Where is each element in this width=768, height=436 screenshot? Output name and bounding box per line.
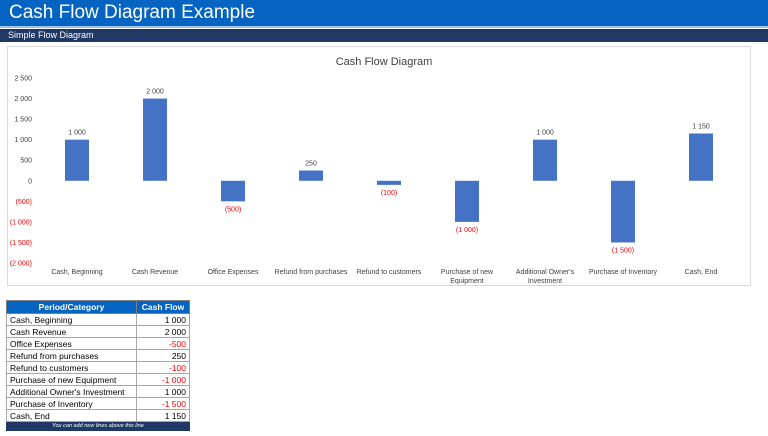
header-period-category: Period/Category <box>6 300 137 314</box>
y-tick-label: 1 500 <box>14 117 32 124</box>
row-category[interactable]: Cash, End <box>6 409 137 422</box>
row-cash-flow[interactable]: 2 000 <box>136 325 190 338</box>
section-bar: Simple Flow Diagram <box>0 29 768 42</box>
row-cash-flow[interactable]: -500 <box>136 337 190 350</box>
row-category[interactable]: Refund to customers <box>6 361 137 374</box>
bar <box>143 98 167 181</box>
x-axis: Cash, Beginning Cash Revenue Office Expens… <box>51 269 717 285</box>
y-tick-label: 2 000 <box>14 96 32 103</box>
x-tick-label: Office Expenses <box>208 269 259 276</box>
table-row: Cash Revenue 2 000 <box>6 325 190 338</box>
chart-title: Cash Flow Diagram <box>336 56 433 68</box>
table-row: Additional Owner's Investment 1 000 <box>6 385 190 398</box>
title-bar: Cash Flow Diagram Example <box>0 0 768 26</box>
y-tick-label: 500 <box>20 158 32 165</box>
title-underline <box>0 26 768 28</box>
table-row: Refund from purchases 250 <box>6 349 190 362</box>
row-cash-flow[interactable]: 1 150 <box>136 409 190 422</box>
x-tick-label: Refund to customers <box>357 269 422 276</box>
row-cash-flow[interactable]: -100 <box>136 361 190 374</box>
bar <box>299 170 323 181</box>
y-axis: 2 500 2 000 1 500 1 000 500 0 (500) (1 000) (1 5… <box>10 76 32 268</box>
bar <box>455 180 479 222</box>
x-tick-label: Cash Revenue <box>132 269 178 276</box>
row-category[interactable]: Office Expenses <box>6 337 137 350</box>
x-tick-label: Refund from purchases <box>275 269 348 276</box>
x-tick-label: Cash, Beginning <box>51 269 102 276</box>
table-row: Purchase of new Equipment -1 000 <box>6 373 190 386</box>
row-category[interactable]: Refund from purchases <box>6 349 137 362</box>
table-row: Refund to customers -100 <box>6 361 190 374</box>
x-tick-label: Purchase of new Equipment <box>441 269 494 285</box>
bar <box>221 180 245 202</box>
data-label: 250 <box>305 161 317 168</box>
data-label: 1 150 <box>692 124 710 131</box>
y-tick-label: (1 000) <box>10 219 32 226</box>
bar <box>377 180 401 185</box>
chart-area[interactable]: Cash Flow Diagram 2 500 2 000 1 500 1 000 50… <box>7 46 751 286</box>
cash-flow-chart: Cash Flow Diagram 2 500 2 000 1 500 1 000 50… <box>10 56 718 285</box>
row-category[interactable]: Purchase of Inventory <box>6 397 137 410</box>
data-label: (100) <box>381 190 397 197</box>
header-cash-flow: Cash Flow <box>136 300 190 314</box>
row-cash-flow[interactable]: 1 000 <box>136 313 190 326</box>
page-title: Cash Flow Diagram Example <box>9 2 256 23</box>
x-tick-label: Purchase of Inventory <box>589 269 658 276</box>
y-tick-label: 1 000 <box>14 137 32 144</box>
table-row: Cash, End 1 150 <box>6 409 190 422</box>
row-category[interactable]: Cash, Beginning <box>6 313 137 326</box>
row-cash-flow[interactable]: 1 000 <box>136 385 190 398</box>
row-category[interactable]: Additional Owner's Investment <box>6 385 137 398</box>
table-row: Purchase of Inventory -1 500 <box>6 397 190 410</box>
cash-flow-table: Period/Category Cash Flow Cash, Beginnin… <box>6 300 190 431</box>
data-label: (500) <box>225 206 241 213</box>
y-tick-label: 2 500 <box>14 76 32 83</box>
table-row: Cash, Beginning 1 000 <box>6 313 190 326</box>
table-footer-row: You can add new lines above this line <box>6 421 190 431</box>
table-body: Cash, Beginning 1 000 Cash Revenue 2 000 Off… <box>6 313 190 431</box>
table-footer-note: You can add new lines above this line <box>6 421 190 431</box>
row-category[interactable]: Purchase of new Equipment <box>6 373 137 386</box>
y-tick-label: 0 <box>28 178 32 185</box>
table-header-row: Period/Category Cash Flow <box>6 300 190 314</box>
y-tick-label: (1 500) <box>10 240 32 247</box>
y-tick-label: (2 000) <box>10 261 32 268</box>
bar <box>689 133 713 181</box>
data-label: 1 000 <box>68 130 86 137</box>
bar <box>65 139 89 181</box>
x-tick-label: Additional Owner's Investment <box>516 269 575 285</box>
data-label: 2 000 <box>146 89 164 96</box>
data-label: (1 000) <box>456 227 478 234</box>
row-category[interactable]: Cash Revenue <box>6 325 137 338</box>
bars <box>65 98 713 243</box>
x-tick-label: Cash, End <box>685 269 718 276</box>
data-labels: 1 000 2 000 (500) 250 (100) (1 000) 1 000 (1 50… <box>68 89 710 255</box>
y-tick-label: (500) <box>16 199 32 206</box>
table-row: Office Expenses -500 <box>6 337 190 350</box>
data-label: (1 500) <box>612 247 634 254</box>
row-cash-flow[interactable]: 250 <box>136 349 190 362</box>
bar <box>533 139 557 181</box>
bar <box>611 180 635 243</box>
section-label: Simple Flow Diagram <box>8 30 94 40</box>
data-label: 1 000 <box>536 130 554 137</box>
row-cash-flow[interactable]: -1 500 <box>136 397 190 410</box>
row-cash-flow[interactable]: -1 000 <box>136 373 190 386</box>
